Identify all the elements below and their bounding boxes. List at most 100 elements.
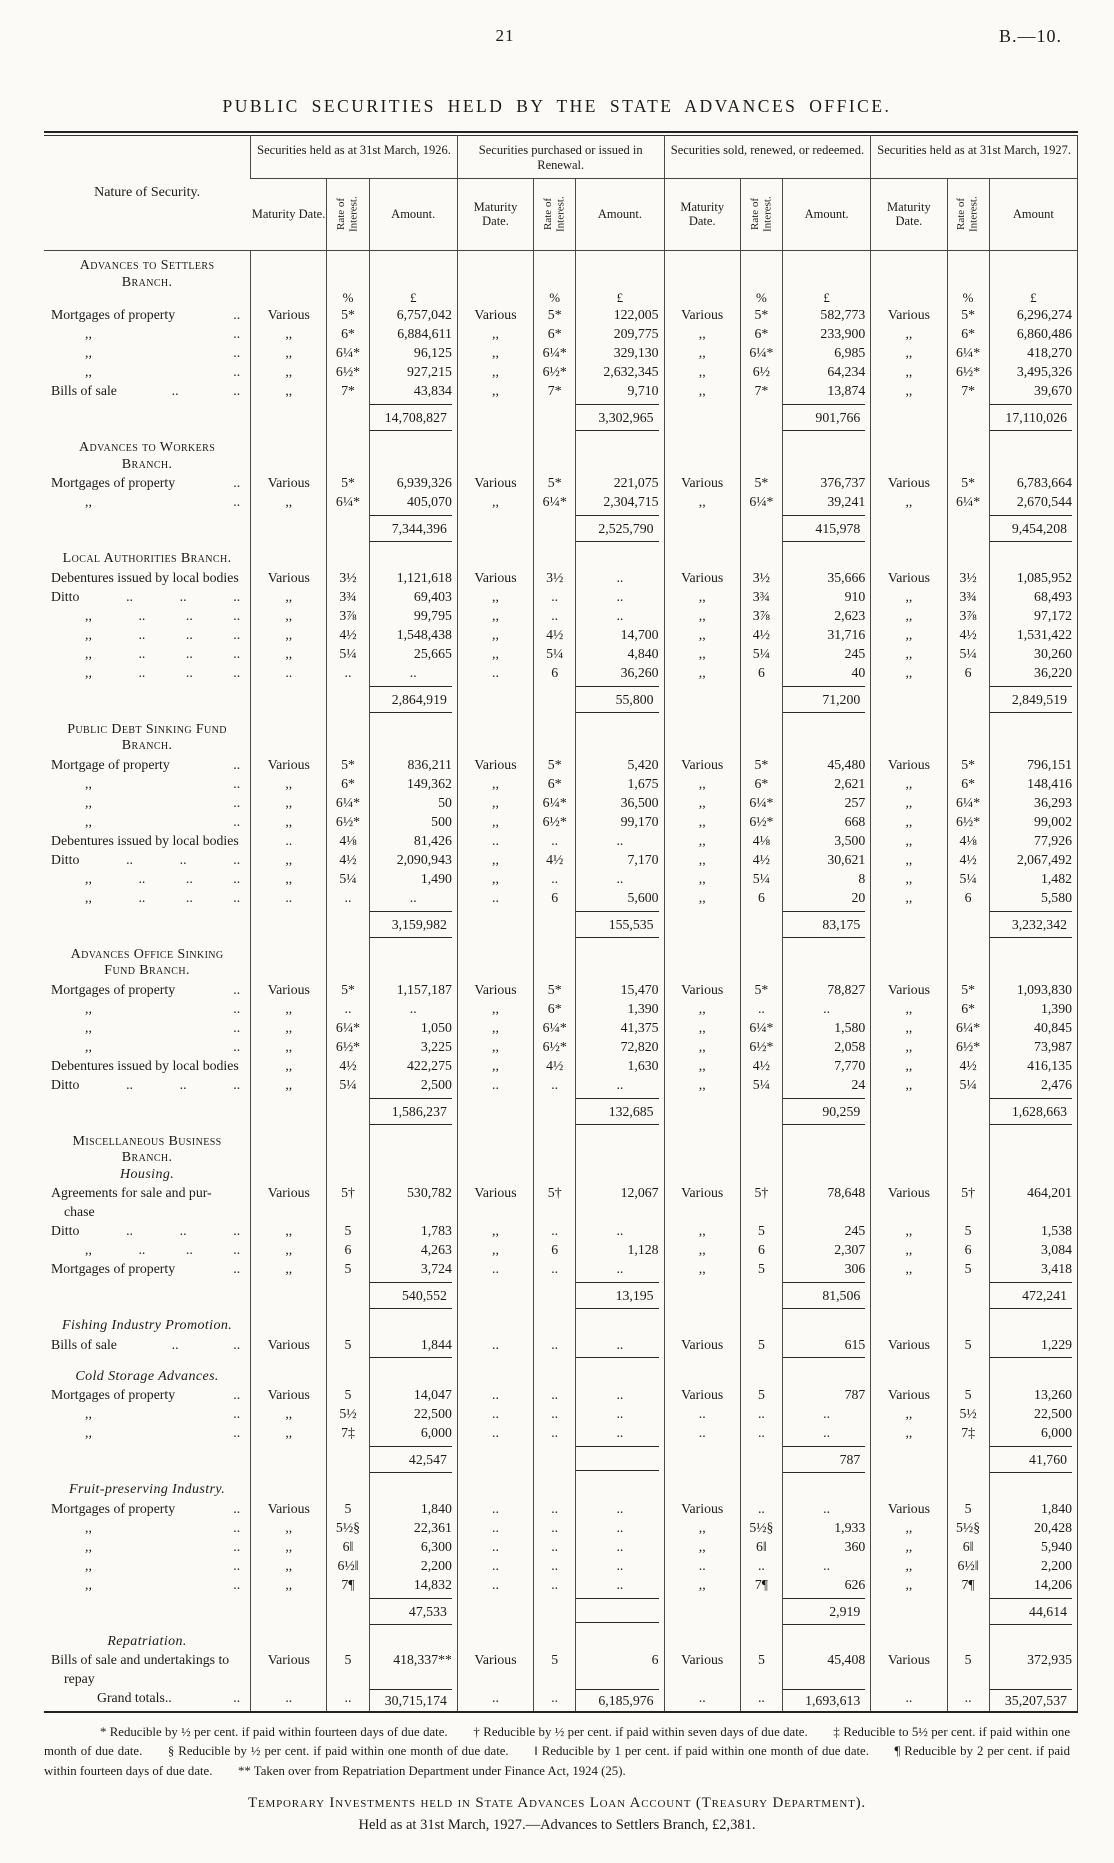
- amount-cell: 22,500: [368, 1404, 458, 1423]
- section-heading-row: Miscellaneous Business: [44, 1133, 1078, 1150]
- table-row: ,,..,, 7‡ 6,000............,, 7‡ 6,000: [44, 1423, 1078, 1442]
- empty-cell: [575, 721, 665, 738]
- nature-label: Agreements for sale and pur-chase: [51, 1185, 212, 1219]
- section-total-cell: 55,800: [575, 681, 665, 715]
- table-row: ,,..,, 5½ 22,500............,, 5½ 22,500: [44, 1404, 1078, 1423]
- rate-of-interest-cell: 5*: [739, 305, 783, 324]
- rate-of-interest-header: Rate of Interest.: [739, 178, 783, 251]
- spacer-row: [44, 250, 1078, 259]
- empty-cell: [368, 1318, 458, 1335]
- maturity-date-cell: ,,: [663, 1055, 741, 1075]
- maturity-date-cell: Various: [456, 567, 534, 587]
- empty-cell: [663, 440, 741, 457]
- rate-of-interest-cell: 3¾: [326, 586, 370, 606]
- empty-cell: [456, 456, 534, 473]
- table-row: Mortgages of property..,, 5 3,724......,, 5…: [44, 1259, 1078, 1278]
- empty-cell: [368, 946, 458, 963]
- empty-cell: [533, 906, 576, 940]
- amount-cell: 9,710: [575, 381, 665, 400]
- maturity-date-cell: ,,: [456, 624, 534, 644]
- empty-cell: [781, 1318, 871, 1335]
- maturity-date-cell: ,,: [663, 586, 741, 606]
- nature-label: Ditto: [51, 588, 80, 604]
- amount-cell: ..: [781, 1555, 871, 1575]
- maturity-date-cell: Various: [870, 1650, 948, 1688]
- rate-of-interest-cell: 5¼: [326, 868, 370, 888]
- table-row: ,,..,, 6* 149,362,, 6* 1,675,, 6* 2,621,, 6* 148…: [44, 773, 1078, 793]
- rate-of-interest-cell: 6¼*: [739, 492, 783, 511]
- dot-leader: ..: [233, 645, 241, 661]
- nature-content: ,,..: [44, 793, 250, 812]
- section-total-amount: 71,200: [783, 685, 866, 713]
- rate-of-interest-cell: 5*: [946, 473, 990, 492]
- amount-cell: 24: [781, 1074, 871, 1094]
- empty-cell: [739, 400, 783, 433]
- nature-content: ,,..: [44, 1404, 250, 1423]
- empty-cell: [870, 1633, 948, 1650]
- section-total-cell: 90,259: [781, 1093, 871, 1127]
- nature-content: ,,..: [44, 774, 250, 793]
- empty-cell: [326, 1278, 370, 1311]
- empty-cell: [870, 1133, 948, 1150]
- rate-of-interest-cell: 6½*: [946, 811, 990, 831]
- empty-cell: [946, 714, 990, 722]
- empty-cell: [456, 1353, 534, 1362]
- nature-of-security-header: Nature of Security.: [44, 135, 251, 251]
- maturity-date-cell: ,,: [250, 343, 327, 362]
- dot-leader: ..: [233, 664, 241, 680]
- section-total-cell: 3,159,982: [368, 906, 458, 940]
- empty-cell: [456, 1318, 534, 1335]
- amount-cell: ..: [575, 1385, 665, 1404]
- table-row: ,,..,, 6½* 927,215,, 6½* 2,632,345,, 6½ 64,234…: [44, 362, 1078, 381]
- empty-cell: [575, 551, 665, 568]
- empty-cell: [946, 1150, 990, 1167]
- empty-cell: [44, 251, 251, 259]
- dot-leader: ..: [138, 664, 146, 680]
- empty-cell: [739, 939, 783, 947]
- empty-cell: [44, 1278, 251, 1311]
- nature-content: ,,......: [44, 869, 250, 888]
- empty-cell: [739, 714, 783, 722]
- amount-cell: 2,670,544: [988, 492, 1078, 511]
- maturity-date-cell: ,,: [250, 605, 327, 625]
- rate-of-interest-cell: ..: [533, 1385, 576, 1404]
- nature-content: Ditto......: [44, 587, 250, 606]
- footnotes: * Reducible by ½ per cent. if paid withi…: [44, 1725, 1074, 1778]
- empty-cell: [533, 939, 576, 947]
- amount-cell: 2,090,943: [368, 849, 458, 869]
- rate-of-interest-cell: 3⅞: [326, 605, 370, 625]
- percent-sign: %: [739, 291, 783, 305]
- nature-label: Mortgages of property: [51, 1261, 176, 1276]
- empty-cell: [663, 1482, 741, 1499]
- dot-leader: ..: [171, 383, 179, 398]
- empty-cell: [533, 1475, 576, 1482]
- empty-cell: [946, 511, 990, 544]
- empty-cell: [739, 258, 783, 275]
- empty-cell: [988, 456, 1078, 473]
- nature-label: ,,: [85, 813, 92, 829]
- amount-cell: 13,874: [781, 381, 871, 400]
- empty-cell: [326, 1442, 370, 1475]
- nature-label: ,,: [85, 494, 92, 509]
- maturity-date-cell: ,,: [250, 773, 327, 793]
- empty-cell: [739, 433, 783, 440]
- section-total-amount: 44,614: [990, 1597, 1072, 1625]
- maturity-date-cell: ..: [456, 1334, 534, 1354]
- empty-cell: [781, 1133, 871, 1150]
- nature-label: Mortgages of property: [51, 1500, 176, 1516]
- empty-cell: [368, 250, 458, 258]
- empty-cell: [781, 250, 871, 258]
- table-row: ,,......,, 3⅞ 99,795,,....,, 3⅞ 2,623,, 3⅞ 97,…: [44, 605, 1078, 625]
- empty-cell: [946, 1482, 990, 1499]
- footer-line-1: Temporary Investments held in State Adva…: [248, 1795, 866, 1812]
- rate-of-interest-cell: 6½‖: [326, 1555, 370, 1575]
- empty-cell: [946, 1133, 990, 1150]
- amount-cell: 36,220: [988, 662, 1078, 682]
- section-total-amount: 2,525,790: [576, 515, 659, 542]
- empty-cell: [250, 1475, 327, 1482]
- dot-leader: ..: [233, 494, 241, 509]
- section-heading-row: Advances to Workers: [44, 440, 1078, 457]
- empty-cell: [988, 1318, 1078, 1335]
- maturity-date-cell: ,,: [663, 362, 741, 381]
- empty-cell: [870, 274, 948, 291]
